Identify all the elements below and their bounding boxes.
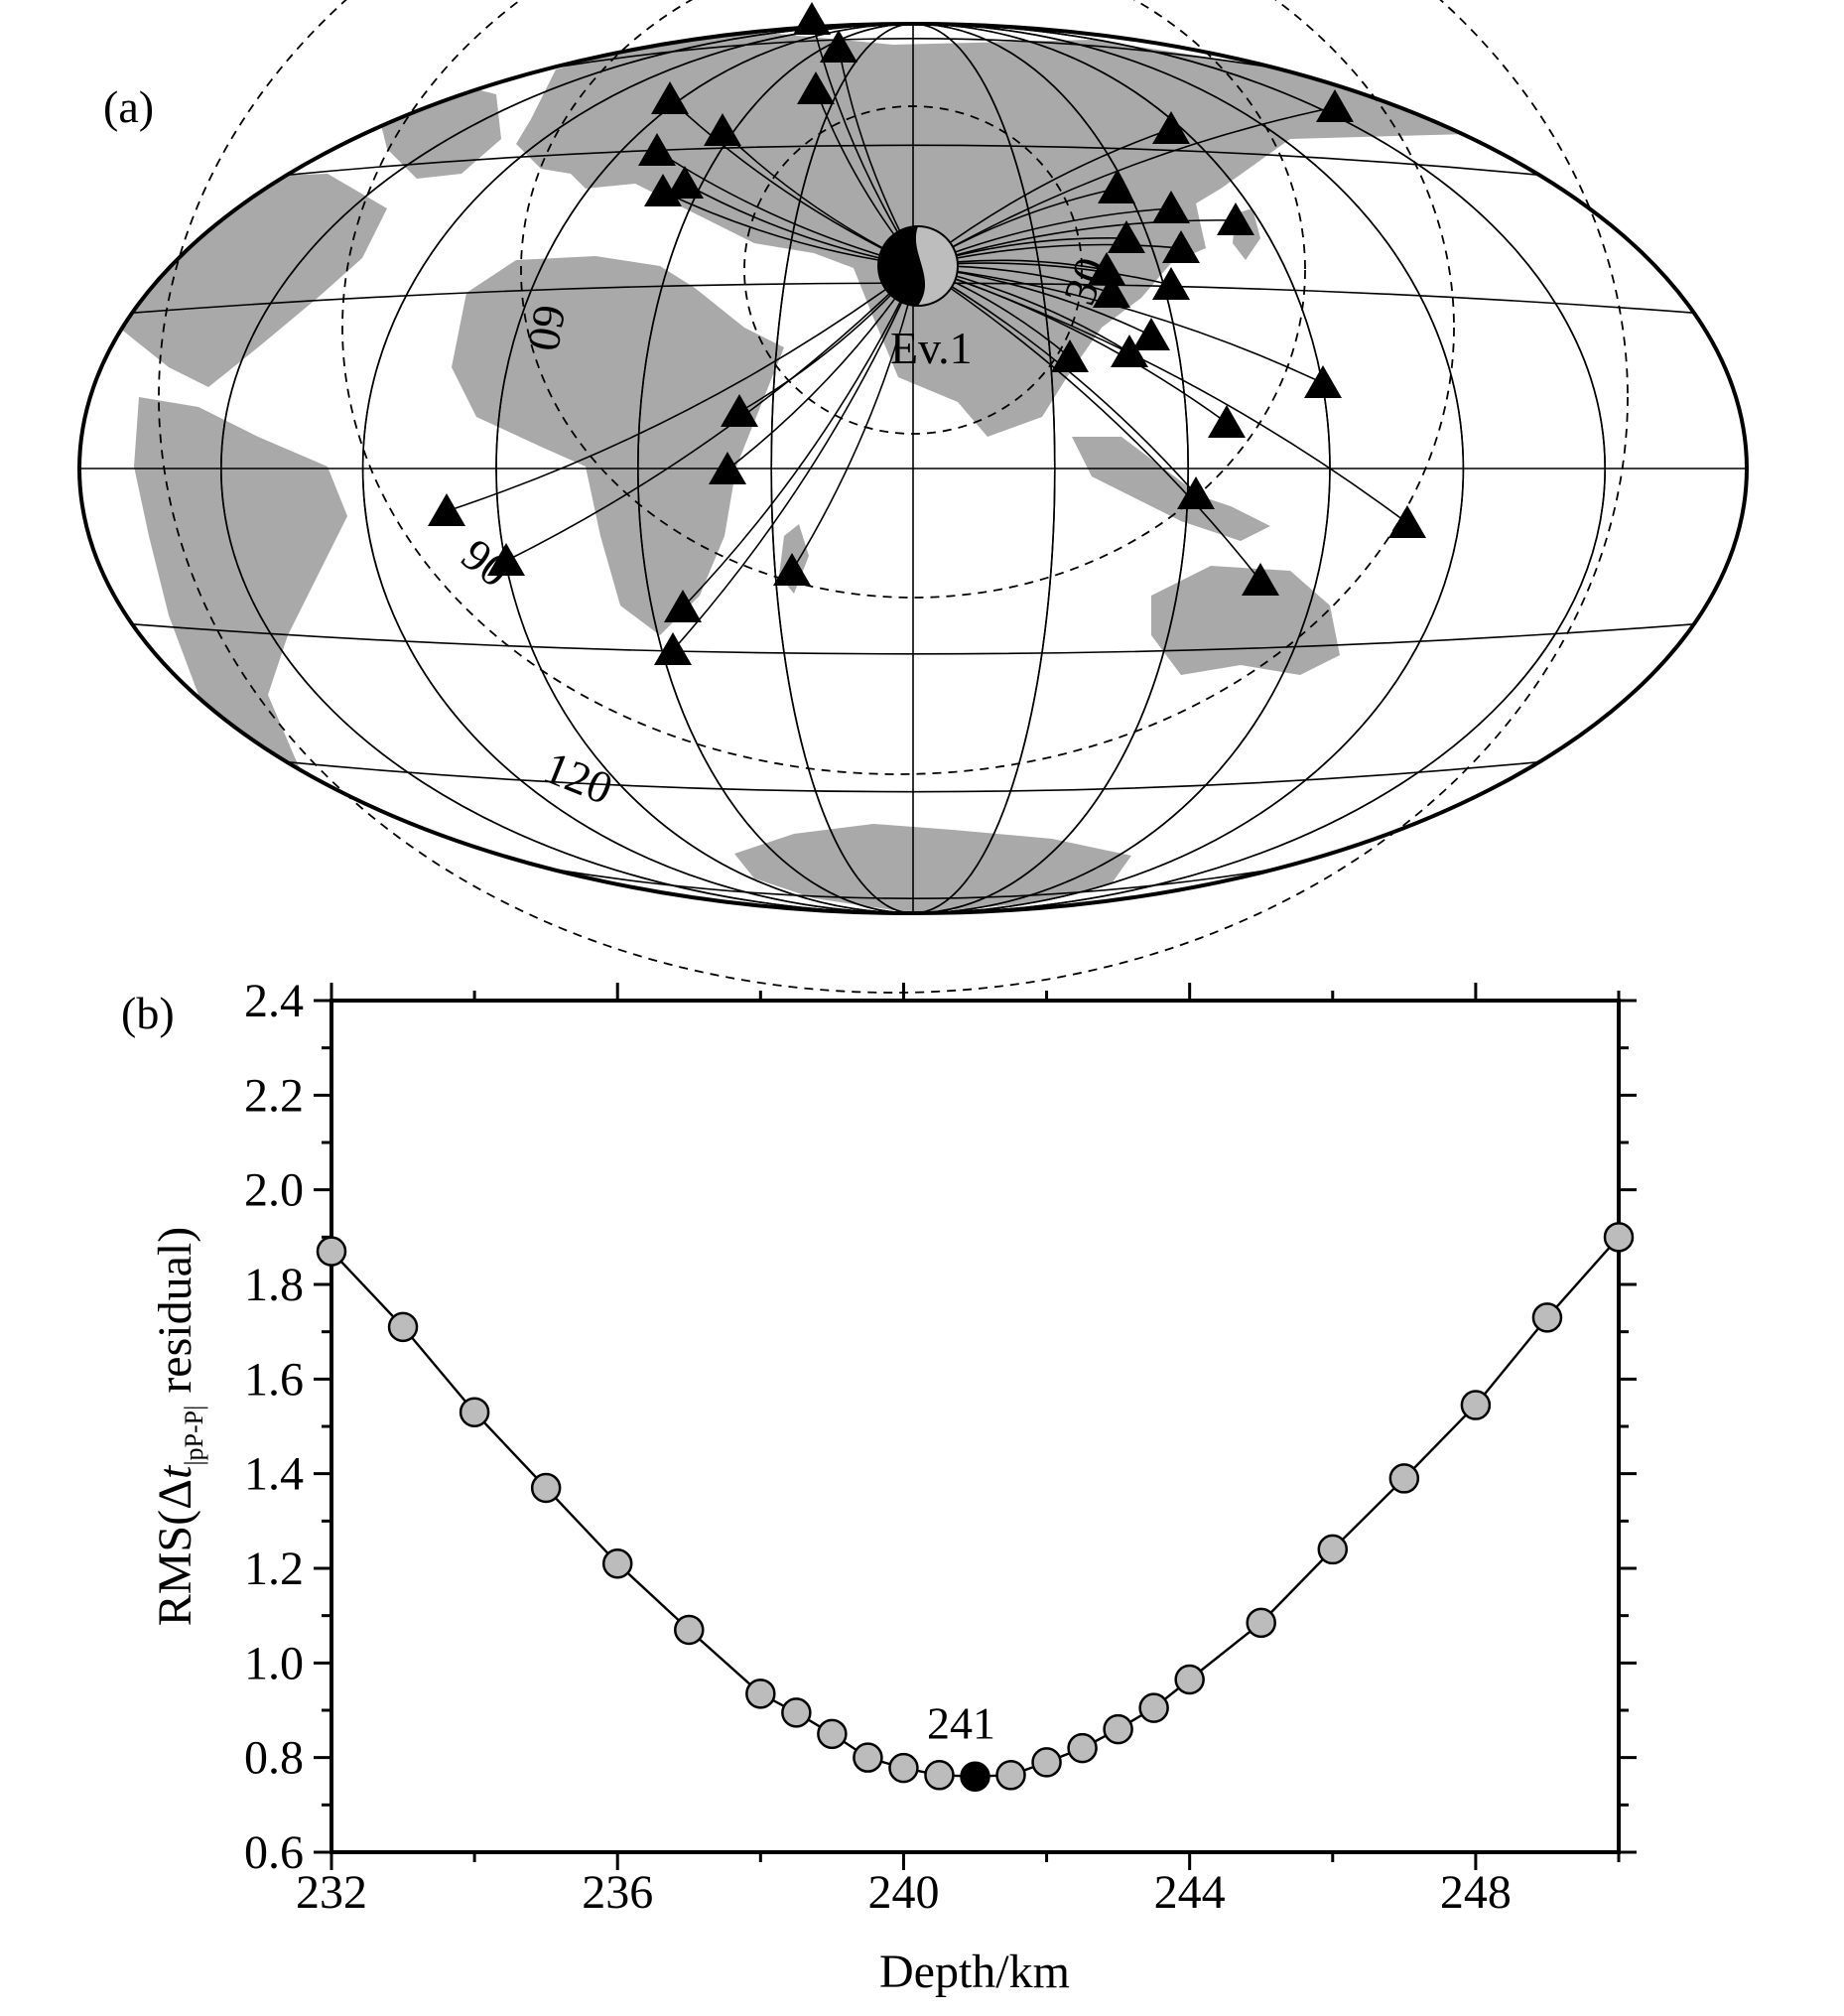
data-points [316,1222,1635,1792]
graticule [79,24,1747,913]
data-point [1531,1302,1563,1333]
land-south-america [134,397,347,824]
triangle-icon [1304,365,1342,398]
triangle-icon [428,493,465,526]
data-point [781,1697,812,1728]
land-southeast-asia [1072,437,1270,541]
triangle-icon [1177,476,1215,509]
triangle-icon [820,30,857,63]
data-point [1460,1390,1492,1420]
triangle-icon [1388,505,1426,538]
map-body [79,24,1747,913]
y-tick-label: 1.2 [244,1543,304,1595]
triangle-icon [1098,171,1135,203]
triangle-icon [773,553,811,586]
data-point [530,1472,562,1504]
triangle-icon [1088,252,1125,285]
data-point [1138,1692,1169,1723]
x-tick-label: 232 [296,1866,367,1919]
landmasses [79,28,1469,913]
triangle-icon [793,2,831,35]
panel-a-label: (a) [103,81,154,132]
y-tick-label: 1.8 [244,1259,304,1311]
triangle-icon [664,590,702,622]
panel-a-map: (a) Ev.1 6 [77,0,1749,994]
beachball-icon [877,225,959,307]
data-point [1388,1463,1420,1494]
triangle-icon [1316,89,1354,122]
triangle-icon [487,543,525,576]
triangle-icon [1152,111,1190,144]
data-point [1174,1664,1205,1695]
data-point [745,1679,776,1709]
data-point [387,1311,419,1343]
x-tick-label: 248 [1440,1866,1512,1919]
x-axis-label: Depth/km [879,1946,1070,1998]
distance-label-60: 60 [518,301,576,354]
event-label: Ev.1 [890,323,973,373]
data-point [1031,1747,1062,1778]
stations [428,2,1426,665]
y-tick-label: 0.6 [244,1826,304,1879]
x-tick-labels: 232 236 240 244 248 [296,1866,1512,1919]
triangle-icon [1217,202,1254,235]
y-tick-label: 1.6 [244,1353,304,1406]
x-tick-label: 236 [582,1866,653,1919]
triangle-icon [1152,267,1190,300]
y-tick-labels: 0.6 0.8 1.0 1.2 1.4 1.6 1.8 2.0 2.2 2.4 [244,975,304,1879]
distance-rings [158,0,1629,994]
data-point [995,1760,1026,1791]
triangle-icon [797,71,835,104]
triangle-icon [704,113,741,146]
data-point [1603,1222,1635,1253]
panel-b-chart: (b) 232 236 240 244 248 0.6 0.8 1.0 1.2 1.4 1.6 1.… [121,975,1637,1998]
y-tick-label: 2.4 [244,975,304,1027]
triangle-icon [651,81,689,114]
triangle-icon [1208,405,1246,438]
data-point [459,1397,490,1427]
triangle-icon [1108,220,1145,253]
data-point [316,1236,347,1267]
data-point [601,1547,633,1579]
y-tick-label: 1.4 [244,1448,304,1501]
y-tick-label: 1.0 [244,1637,304,1689]
data-point [1317,1534,1349,1565]
data-point [674,1614,705,1646]
triangle-icon [666,166,704,199]
data-point [924,1760,955,1791]
best-depth-label: 241 [927,1698,995,1749]
data-point [1103,1713,1133,1745]
triangle-icon [1093,275,1130,308]
y-axis-label: RMS(Δt|pP-P| residual) [149,1227,208,1627]
panel-b-label: (b) [121,988,175,1038]
triangle-icon [709,452,746,484]
triangle-icon [638,133,676,166]
x-tick-label: 244 [1154,1866,1226,1919]
best-depth-point [960,1761,990,1792]
y-tick-label: 2.0 [244,1164,304,1217]
x-tick-label: 240 [867,1866,939,1919]
data-point [1246,1607,1276,1639]
triangle-icon [1242,563,1279,596]
land-africa [452,256,784,635]
data-point [888,1752,919,1784]
triangle-icon [1152,191,1190,223]
triangle-icon [654,632,692,665]
triangle-icon [721,394,758,427]
triangle-icon [1132,318,1170,350]
land-europe-asia [516,28,1469,437]
triangle-icon [1051,339,1089,372]
data-point [1067,1732,1098,1764]
triangle-icon [1111,335,1148,367]
y-tick-label: 0.8 [244,1732,304,1785]
data-point [853,1742,883,1773]
triangle-icon [1162,230,1200,263]
map-border [77,22,1749,915]
y-tick-label: 2.2 [244,1069,304,1122]
land-antarctica [734,824,1131,913]
axis-ticks [314,983,1637,1870]
rms-curve [330,1236,1620,1778]
data-point [817,1718,848,1750]
